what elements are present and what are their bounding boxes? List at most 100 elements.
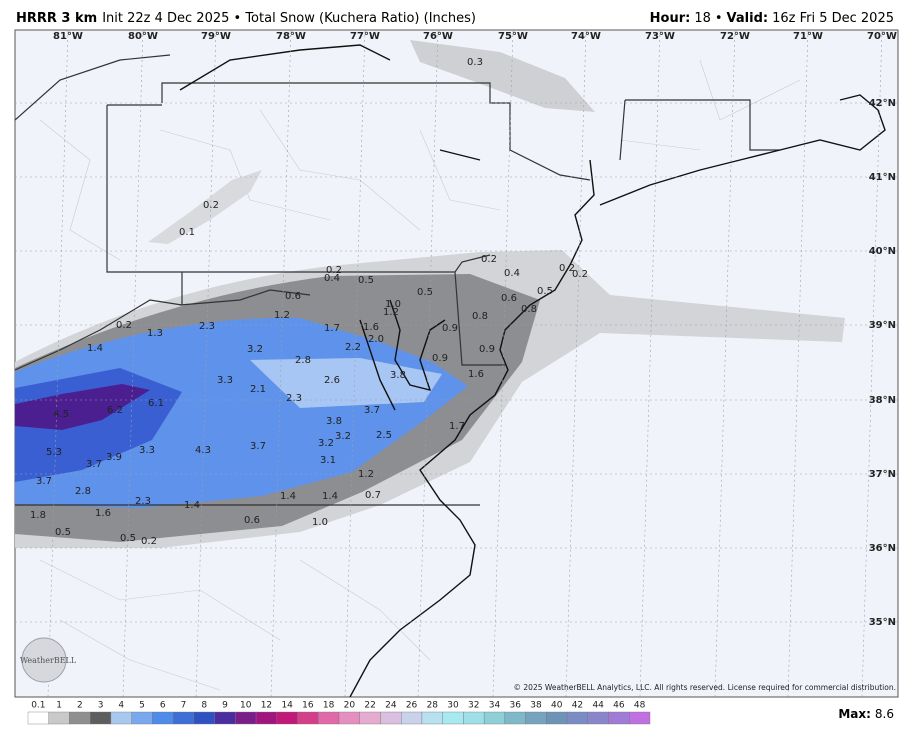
meridian bbox=[47, 30, 69, 697]
snow-value-label: 0.8 bbox=[521, 304, 537, 315]
description: Init 22z 4 Dec 2025 • Total Snow (Kucher… bbox=[102, 11, 476, 26]
colorbar-cell bbox=[421, 711, 443, 725]
snow-value-label: 0.5 bbox=[55, 527, 71, 538]
colorbar-cell bbox=[255, 711, 278, 725]
latitude-label: 42°N bbox=[869, 98, 896, 109]
snow-value-label: 2.8 bbox=[295, 355, 311, 366]
snow-value-label: 1.3 bbox=[147, 328, 163, 339]
colorbar-label: 8 bbox=[201, 701, 207, 711]
snow-value-label: 1.4 bbox=[87, 343, 103, 354]
snow-value-label: 0.9 bbox=[432, 353, 448, 364]
snow-value-label: 1.4 bbox=[322, 491, 338, 502]
colorbar-cell bbox=[546, 711, 568, 725]
map-layers bbox=[15, 30, 898, 697]
snow-value-label: 5.3 bbox=[46, 447, 62, 458]
colorbar-label: 3 bbox=[98, 701, 104, 711]
latitude-label: 36°N bbox=[869, 543, 896, 554]
valid-label: Valid: bbox=[727, 11, 769, 26]
colorbar-cell bbox=[110, 711, 132, 725]
meridian bbox=[417, 30, 439, 697]
graticule bbox=[15, 30, 898, 697]
snow-value-label: 0.9 bbox=[442, 323, 458, 334]
meridian bbox=[861, 30, 883, 697]
colorbar-label: 1 bbox=[56, 701, 62, 711]
colorbar-cell bbox=[380, 711, 402, 725]
snow-value-label: 1.0 bbox=[312, 517, 328, 528]
latitude-label: 40°N bbox=[869, 246, 896, 257]
logo-globe bbox=[21, 637, 67, 683]
snow-value-label: 0.2 bbox=[326, 265, 342, 276]
snow-value-label: 0.2 bbox=[116, 320, 132, 331]
snow-value-label: 0.5 bbox=[417, 287, 433, 298]
colorbar-cell bbox=[297, 711, 319, 725]
coastlines bbox=[179, 44, 886, 697]
meridian bbox=[344, 30, 366, 697]
colorbar-cell bbox=[442, 711, 464, 725]
longitude-label: 72°W bbox=[720, 31, 750, 42]
snow-value-label: 2.3 bbox=[286, 393, 302, 404]
colorbar-label: 46 bbox=[613, 701, 625, 711]
snow-value-label: 3.3 bbox=[217, 375, 233, 386]
longitude-label: 71°W bbox=[793, 31, 823, 42]
snow-value-label: 0.6 bbox=[244, 515, 260, 526]
max: Max: 8.6 bbox=[838, 707, 894, 721]
snow-value-label: 0.5 bbox=[358, 275, 374, 286]
colorbar-label: 0.1 bbox=[31, 701, 45, 711]
colorbar-label: 10 bbox=[240, 701, 252, 711]
meridian bbox=[195, 30, 217, 697]
longitude-label: 73°W bbox=[645, 31, 675, 42]
colorbar-label: 4 bbox=[118, 701, 124, 711]
colorbar-cell bbox=[483, 711, 506, 725]
meridian bbox=[492, 30, 514, 697]
max-value: 8.6 bbox=[875, 707, 894, 721]
meridian bbox=[122, 30, 144, 697]
colorbar-cell bbox=[587, 711, 609, 725]
colorbar-cell bbox=[463, 711, 485, 725]
snow-value-label: 4.5 bbox=[53, 409, 69, 420]
colorbar-cell bbox=[276, 711, 298, 725]
longitude-label: 78°W bbox=[276, 31, 306, 42]
map: 81°W 80°W 79°W 78°W 77°W 76°W 75°W 74°W 73°W 72°W… bbox=[14, 29, 899, 698]
snow-value-label: 4.3 bbox=[195, 445, 211, 456]
colorbar-label: 40 bbox=[551, 701, 563, 711]
snow-value-label: 3.1 bbox=[320, 455, 336, 466]
colorbar-label: 5 bbox=[139, 701, 145, 711]
snow-value-label: 0.7 bbox=[365, 490, 381, 501]
colorbar-label: 48 bbox=[634, 701, 646, 711]
header-right: Hour: 18 • Valid: 16z Fri 5 Dec 2025 bbox=[650, 11, 894, 26]
snow-value-label: 3.7 bbox=[36, 476, 52, 487]
colorbar-label: 14 bbox=[281, 701, 293, 711]
snow-area bbox=[250, 358, 442, 408]
model-name: HRRR 3 km bbox=[16, 11, 97, 26]
snow-value-label: 0.3 bbox=[467, 57, 483, 68]
snow-value-label: 3.2 bbox=[335, 431, 351, 442]
snow-value-label: 1.6 bbox=[363, 322, 379, 333]
colorbar-cell bbox=[69, 711, 91, 725]
snow-value-label: 0.1 bbox=[179, 227, 195, 238]
snow-area bbox=[410, 40, 595, 112]
snow-value-label: 1.0 bbox=[385, 299, 401, 310]
copyright: © 2025 WeatherBELL Analytics, LLC. All r… bbox=[514, 683, 896, 692]
colorbar-cell bbox=[48, 711, 70, 725]
snow-value-label: 3.8 bbox=[390, 370, 406, 381]
snow-value-label: 0.5 bbox=[537, 286, 553, 297]
colorbar-label: 42 bbox=[572, 701, 583, 711]
snow-value-label: 6.2 bbox=[107, 405, 123, 416]
colorbar-cell bbox=[504, 711, 526, 725]
snow-value-label: 2.6 bbox=[324, 375, 340, 386]
map-labels: 81°W 80°W 79°W 78°W 77°W 76°W 75°W 74°W 73°W 72°W… bbox=[30, 31, 897, 628]
colorbar-label: 32 bbox=[468, 701, 479, 711]
latitude-label: 41°N bbox=[869, 172, 896, 183]
colorbar-cell bbox=[401, 711, 423, 725]
longitude-label: 76°W bbox=[423, 31, 453, 42]
colorbar-cell bbox=[566, 711, 588, 725]
colorbar-label: 18 bbox=[323, 701, 335, 711]
snow-value-label: 0.2 bbox=[572, 269, 588, 280]
colorbar-label: 2 bbox=[77, 701, 83, 711]
colorbar-label: 6 bbox=[160, 701, 166, 711]
colorbar-label: 28 bbox=[427, 701, 439, 711]
snow-value-label: 0.4 bbox=[504, 268, 520, 279]
colorbar-cell bbox=[152, 711, 174, 725]
snow-value-label: 2.3 bbox=[199, 321, 215, 332]
